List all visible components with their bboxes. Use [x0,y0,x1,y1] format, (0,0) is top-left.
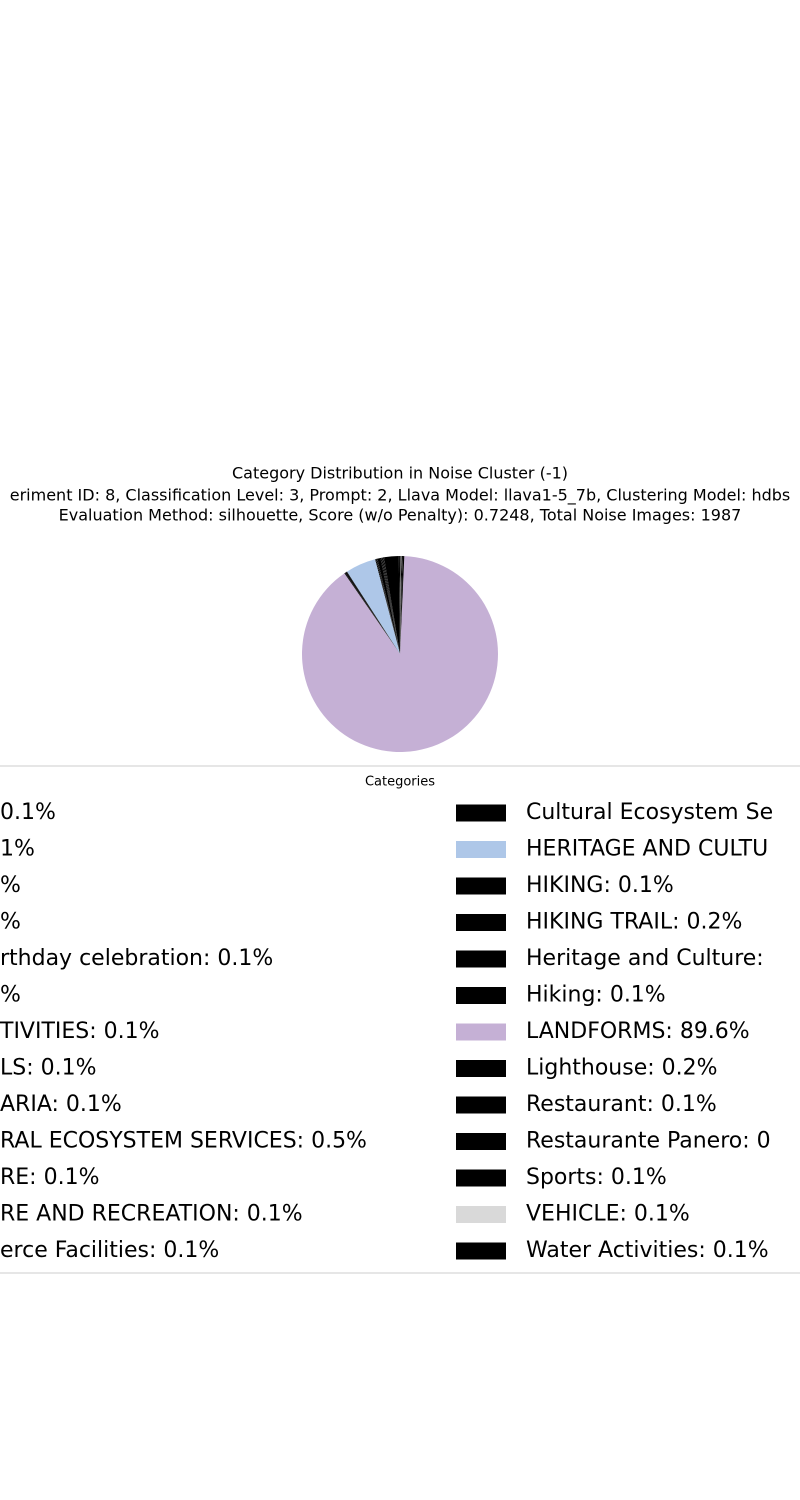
pie-slice [375,559,400,654]
legend-label: % [0,873,21,898]
legend-swatch [456,1242,506,1260]
chart-title: Category Distribution in Noise Cluster (… [232,464,568,483]
legend-label: Sports: 0.1% [526,1165,667,1190]
pie-slice [383,557,400,654]
legend-swatch [456,1206,506,1223]
legend-title: Categories [365,775,435,790]
legend-label: RE AND RECREATION: 0.1% [0,1202,303,1227]
chart-subtitle: Evaluation Method: silhouette, Score (w/… [59,506,742,525]
chart-subtitle: eriment ID: 8, Classification Level: 3, … [10,486,790,506]
legend-label: HERITAGE AND CULTU [526,837,768,862]
pie-slice [346,571,400,654]
legend-label: ARIA: 0.1% [0,1092,122,1117]
legend-label: rthday celebration: 0.1% [0,946,273,971]
legend-label: Hiking: 0.1% [526,983,666,1008]
pie-slice [375,558,400,654]
pie-slice [381,557,400,654]
legend-swatch [456,877,506,895]
legend-swatch [456,841,506,858]
pie-slice [400,556,401,654]
pie-slice [400,556,404,654]
legend-swatch [456,1169,506,1187]
pie-slice [398,556,400,654]
legend-label: RAL ECOSYSTEM SERVICES: 0.5% [0,1129,367,1154]
pie-slice [399,556,400,654]
pie-slice [400,556,402,654]
pie-slice [346,559,400,654]
legend-label: LS: 0.1% [0,1056,97,1081]
legend-label: RE: 0.1% [0,1165,99,1190]
pie-slice [382,557,400,654]
pie-slice [384,556,400,654]
legend-label: % [0,983,21,1008]
pie-slice [400,556,402,654]
legend-label: HIKING TRAIL: 0.2% [526,910,742,935]
pie-slice [345,571,400,654]
legend-label: 1% [0,837,35,862]
legend-swatch [456,804,506,822]
legend-label: erce Facilities: 0.1% [0,1238,219,1263]
pie-slice [382,557,400,654]
legend-label: Lighthouse: 0.2% [526,1056,718,1081]
pie-slice [344,572,400,654]
pie-slice [400,556,405,654]
legend-label: VEHICLE: 0.1% [526,1202,690,1227]
pie-slice [301,556,498,752]
legend-label: LANDFORMS: 89.6% [526,1019,750,1044]
legend-label: Restaurant: 0.1% [526,1092,717,1117]
legend-label: Cultural Ecosystem Se [526,800,773,825]
legend-label: Water Activities: 0.1% [526,1238,769,1263]
pie-slice [381,557,400,654]
pie-slice [344,572,400,654]
legend-label: Restaurante Panero: 0 [526,1129,771,1154]
legend-label: 0.1% [0,800,56,825]
pie-slice [376,558,400,654]
legend-swatch [456,914,506,931]
legend-swatch [456,987,506,1004]
legend-label: HIKING: 0.1% [526,873,674,898]
legend-label: % [0,910,21,935]
pie-slice [380,557,400,654]
pie-slice [400,556,403,654]
legend-swatch [456,1133,506,1150]
pie-slice [376,558,400,654]
legend-label: Heritage and Culture: [526,946,764,971]
legend-swatch [456,1060,506,1077]
legend-label: TIVITIES: 0.1% [0,1019,160,1044]
pie-slice [377,557,400,654]
legend-swatch [456,950,506,968]
legend-swatch [456,1023,506,1041]
legend-swatch [456,1096,506,1114]
